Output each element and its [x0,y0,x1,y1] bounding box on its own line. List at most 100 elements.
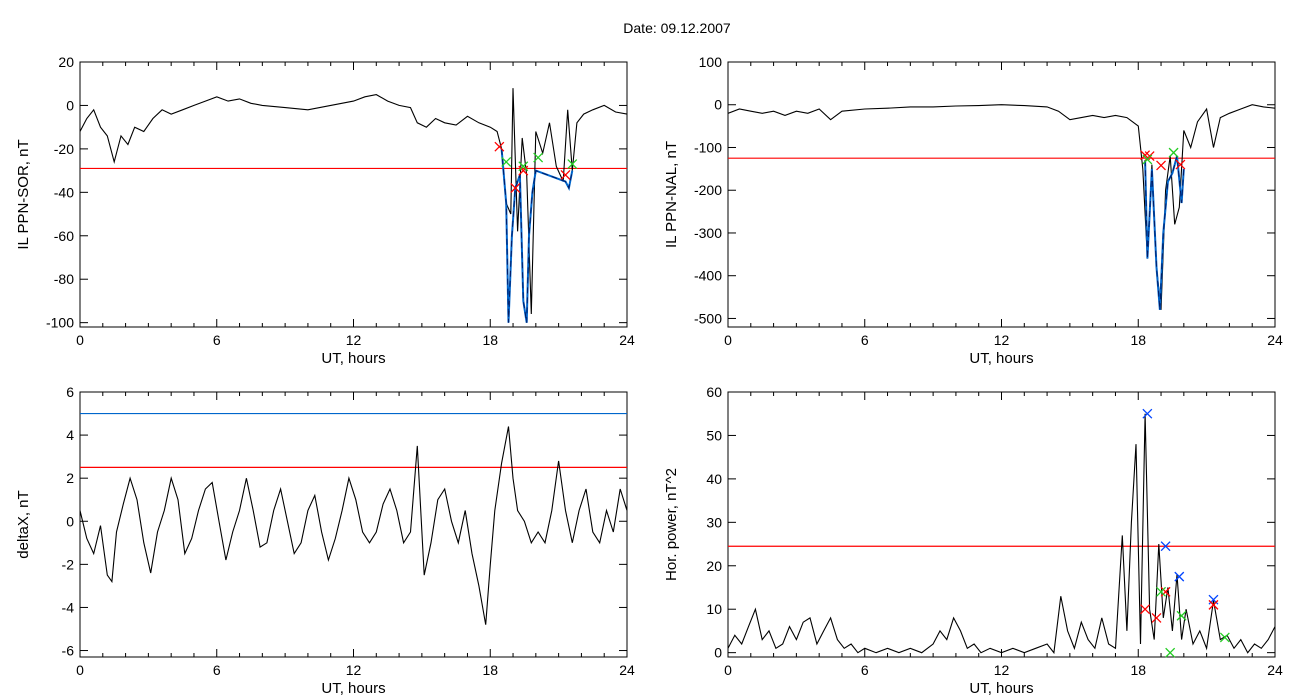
panel-4: 0 6 12 18 24 60 50 40 30 20 10 0 UT, hours Hor. power… [663,384,1283,697]
y-axis-label: deltaX, nT [15,490,32,558]
highlight-segment-dash [1144,155,1185,310]
marker-stroke [1175,159,1186,170]
data-series-line [80,88,627,315]
plot-frame [79,61,628,328]
y-tick-label: 0 [714,645,722,661]
marker-x-red [494,141,505,152]
x-tick-label: 0 [76,332,84,348]
marker-x-blue [1160,541,1171,552]
y-tick-label: 2 [66,470,74,486]
y-tick-label: -4 [62,599,75,615]
y-tick-label: 50 [706,427,722,443]
x-tick-label: 6 [213,662,221,678]
x-axis-label: UT, hours [321,350,385,367]
x-tick-label: 24 [619,662,635,678]
y-axis-label: IL PPN-NAL, nT [663,141,680,248]
y-tick-label: -400 [694,268,722,284]
marker-stroke [560,169,571,180]
marker-x-green [1156,586,1167,597]
marker-stroke [1156,160,1167,171]
marker-stroke [494,141,505,152]
y-tick-label: -200 [694,182,722,198]
y-tick-label: -60 [54,228,74,244]
marker-stroke [1160,586,1171,597]
y-axis-label: IL PPN-SOR, nT [15,139,32,249]
marker-stroke [1140,150,1151,161]
marker-x-red [518,165,529,176]
y-tick-label: -6 [62,643,75,659]
x-axis-label: UT, hours [969,680,1033,697]
y-tick-label: 0 [66,513,74,529]
x-tick-label: 24 [1267,662,1283,678]
marker-stroke [518,165,529,176]
marker-stroke [1142,154,1153,165]
x-tick-label: 12 [346,332,362,348]
x-tick-label: 12 [346,662,362,678]
marker-x-red [560,169,571,180]
x-tick-label: 24 [1267,332,1283,348]
x-tick-label: 24 [619,332,635,348]
x-tick-label: 6 [213,332,221,348]
marker-x-red [1156,160,1167,171]
y-tick-label: 4 [66,427,74,443]
y-tick-label: 20 [58,54,74,70]
data-series-line [728,413,1275,655]
y-tick-label: 0 [66,97,74,113]
marker-x-red [1175,159,1186,170]
x-tick-label: 12 [994,332,1010,348]
marker-x-blue [1142,408,1153,419]
marker-x-red [1160,586,1171,597]
x-tick-label: 0 [724,332,732,348]
x-tick-label: 0 [724,662,732,678]
x-axis-label: UT, hours [969,350,1033,367]
y-tick-label: -40 [54,184,74,200]
marker-stroke [1219,632,1230,643]
y-axis-label: Hor. power, nT^2 [663,468,680,581]
marker-x-blue [1174,571,1185,582]
marker-stroke [1176,610,1187,621]
y-tick-label: -100 [694,139,722,155]
marker-x-red [1151,612,1162,623]
marker-x-red [510,183,521,193]
marker-x-green [1219,632,1230,643]
marker-x-green [1142,154,1153,165]
plot-frame [727,61,1276,328]
y-tick-label: 6 [66,384,74,400]
panel-1: 0 6 12 18 24 20 0 -20 -40 -60 -80 -100 UT, hours IL P… [15,54,635,367]
marker-stroke [1165,647,1176,658]
x-axis-label: UT, hours [321,680,385,697]
x-tick-label: 18 [482,332,498,348]
y-tick-label: 10 [706,601,722,617]
marker-x-green [1176,610,1187,621]
x-tick-label: 0 [76,662,84,678]
marker-x-green [1168,147,1179,158]
marker-stroke [1156,586,1167,597]
marker-x-green [533,152,544,163]
y-tick-label: 60 [706,384,722,400]
marker-stroke [567,159,578,170]
marker-x-green [501,156,512,167]
highlight-segment [500,148,574,323]
marker-stroke [1174,571,1185,582]
y-tick-label: 100 [699,54,723,70]
highlight-segment-dash [501,148,573,323]
marker-stroke [1140,604,1151,615]
marker-x-green [567,159,578,170]
marker-x-green [1165,647,1176,658]
marker-x-red [1208,599,1219,610]
panel-2: 0 6 12 18 24 100 0 -100 -200 -300 -400 -500 UT, hour… [663,54,1283,367]
x-tick-label: 18 [1130,662,1146,678]
marker-stroke [1208,599,1219,610]
y-tick-label: -80 [54,271,74,287]
marker-stroke [518,161,529,172]
x-tick-label: 12 [994,662,1010,678]
marker-stroke [1151,612,1162,623]
marker-x-red [1140,604,1151,615]
x-tick-label: 6 [861,662,869,678]
y-tick-label: 20 [706,558,722,574]
data-series-line [80,426,627,625]
panel-3: 0 6 12 18 24 6 4 2 0 -2 -4 -6 UT, hours deltaX, nT [15,384,635,697]
marker-stroke [1142,408,1153,419]
